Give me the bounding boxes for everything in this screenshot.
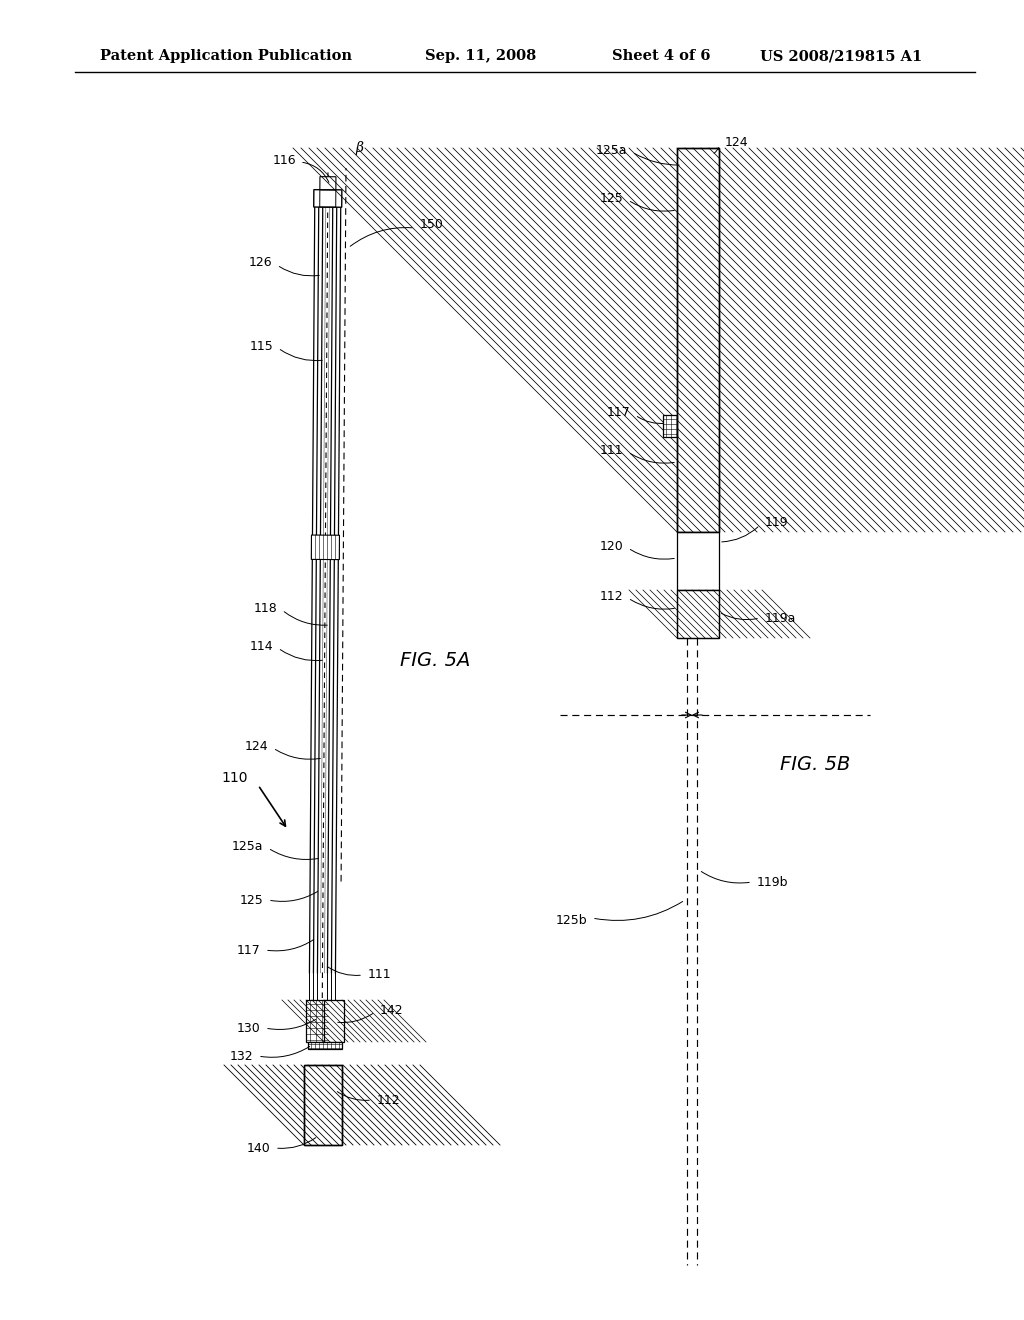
- Text: 114: 114: [250, 639, 273, 652]
- Text: FIG. 5A: FIG. 5A: [399, 651, 470, 669]
- Text: 110: 110: [221, 771, 248, 785]
- Text: 119b: 119b: [757, 875, 788, 888]
- Text: 125: 125: [599, 191, 623, 205]
- Text: 125a: 125a: [231, 840, 263, 853]
- Bar: [677, 590, 719, 638]
- Text: 124: 124: [245, 739, 268, 752]
- Text: β: β: [355, 141, 362, 154]
- Text: 119a: 119a: [765, 611, 797, 624]
- Text: 118: 118: [253, 602, 278, 615]
- Text: Sep. 11, 2008: Sep. 11, 2008: [425, 49, 537, 63]
- Text: FIG. 5B: FIG. 5B: [780, 755, 850, 775]
- Text: 124: 124: [725, 136, 749, 149]
- Text: 119: 119: [765, 516, 788, 529]
- Bar: [677, 148, 719, 532]
- Polygon shape: [311, 535, 340, 560]
- Bar: [663, 414, 677, 437]
- Text: 111: 111: [599, 444, 623, 457]
- Text: Patent Application Publication: Patent Application Publication: [100, 49, 352, 63]
- Bar: [304, 1065, 342, 1144]
- Bar: [677, 532, 719, 590]
- Text: 117: 117: [237, 944, 260, 957]
- Text: 130: 130: [237, 1022, 260, 1035]
- Bar: [324, 1001, 344, 1041]
- Bar: [304, 1065, 342, 1144]
- Text: 116: 116: [272, 153, 296, 166]
- Text: 140: 140: [246, 1142, 270, 1155]
- Polygon shape: [313, 190, 342, 207]
- Bar: [677, 590, 719, 638]
- Text: US 2008/219815 A1: US 2008/219815 A1: [760, 49, 923, 63]
- Text: 120: 120: [599, 540, 623, 553]
- Text: Sheet 4 of 6: Sheet 4 of 6: [612, 49, 711, 63]
- Bar: [306, 1001, 328, 1041]
- Text: 150: 150: [420, 219, 443, 231]
- Text: 112: 112: [377, 1093, 400, 1106]
- Text: 125a: 125a: [596, 144, 627, 157]
- Text: 125b: 125b: [555, 913, 587, 927]
- Text: 132: 132: [229, 1049, 253, 1063]
- Polygon shape: [319, 177, 336, 190]
- Text: 115: 115: [249, 339, 273, 352]
- Bar: [677, 148, 719, 532]
- Text: 111: 111: [368, 969, 391, 982]
- Text: 126: 126: [249, 256, 272, 269]
- Text: 142: 142: [380, 1003, 403, 1016]
- Text: 112: 112: [599, 590, 623, 602]
- Bar: [308, 1041, 342, 1049]
- Text: 117: 117: [606, 407, 630, 420]
- Text: 125: 125: [240, 894, 263, 907]
